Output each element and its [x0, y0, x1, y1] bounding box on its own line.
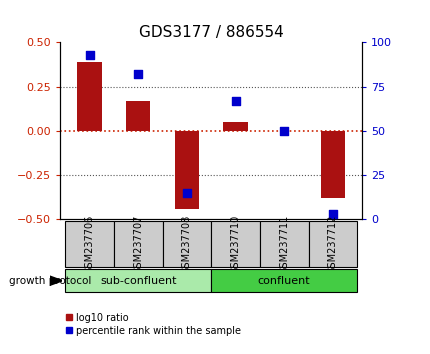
Bar — [259, 221, 308, 267]
Text: GSM237712: GSM237712 — [327, 215, 337, 274]
Bar — [65, 221, 114, 267]
Bar — [114, 221, 162, 267]
Bar — [308, 221, 356, 267]
Point — [135, 72, 141, 77]
Bar — [174, 131, 199, 209]
Title: GDS3177 / 886554: GDS3177 / 886554 — [138, 25, 283, 40]
Legend: log10 ratio, percentile rank within the sample: log10 ratio, percentile rank within the … — [65, 313, 240, 336]
Polygon shape — [49, 276, 62, 285]
Bar — [211, 221, 259, 267]
Text: GSM237710: GSM237710 — [230, 215, 240, 274]
Bar — [162, 221, 211, 267]
Text: GSM237708: GSM237708 — [181, 215, 191, 274]
Point — [86, 52, 93, 58]
Text: confluent: confluent — [257, 275, 310, 286]
Point — [280, 128, 287, 134]
Point — [231, 98, 238, 104]
Point — [183, 190, 190, 196]
Bar — [126, 101, 150, 131]
Bar — [211, 269, 356, 292]
Bar — [223, 122, 247, 131]
Text: GSM237706: GSM237706 — [84, 215, 94, 274]
Text: GSM237707: GSM237707 — [133, 215, 143, 274]
Bar — [65, 269, 211, 292]
Text: GSM237711: GSM237711 — [279, 215, 289, 274]
Text: sub-confluent: sub-confluent — [100, 275, 176, 286]
Text: growth protocol: growth protocol — [9, 276, 91, 286]
Point — [329, 211, 335, 217]
Bar — [320, 131, 344, 198]
Bar — [77, 62, 101, 131]
